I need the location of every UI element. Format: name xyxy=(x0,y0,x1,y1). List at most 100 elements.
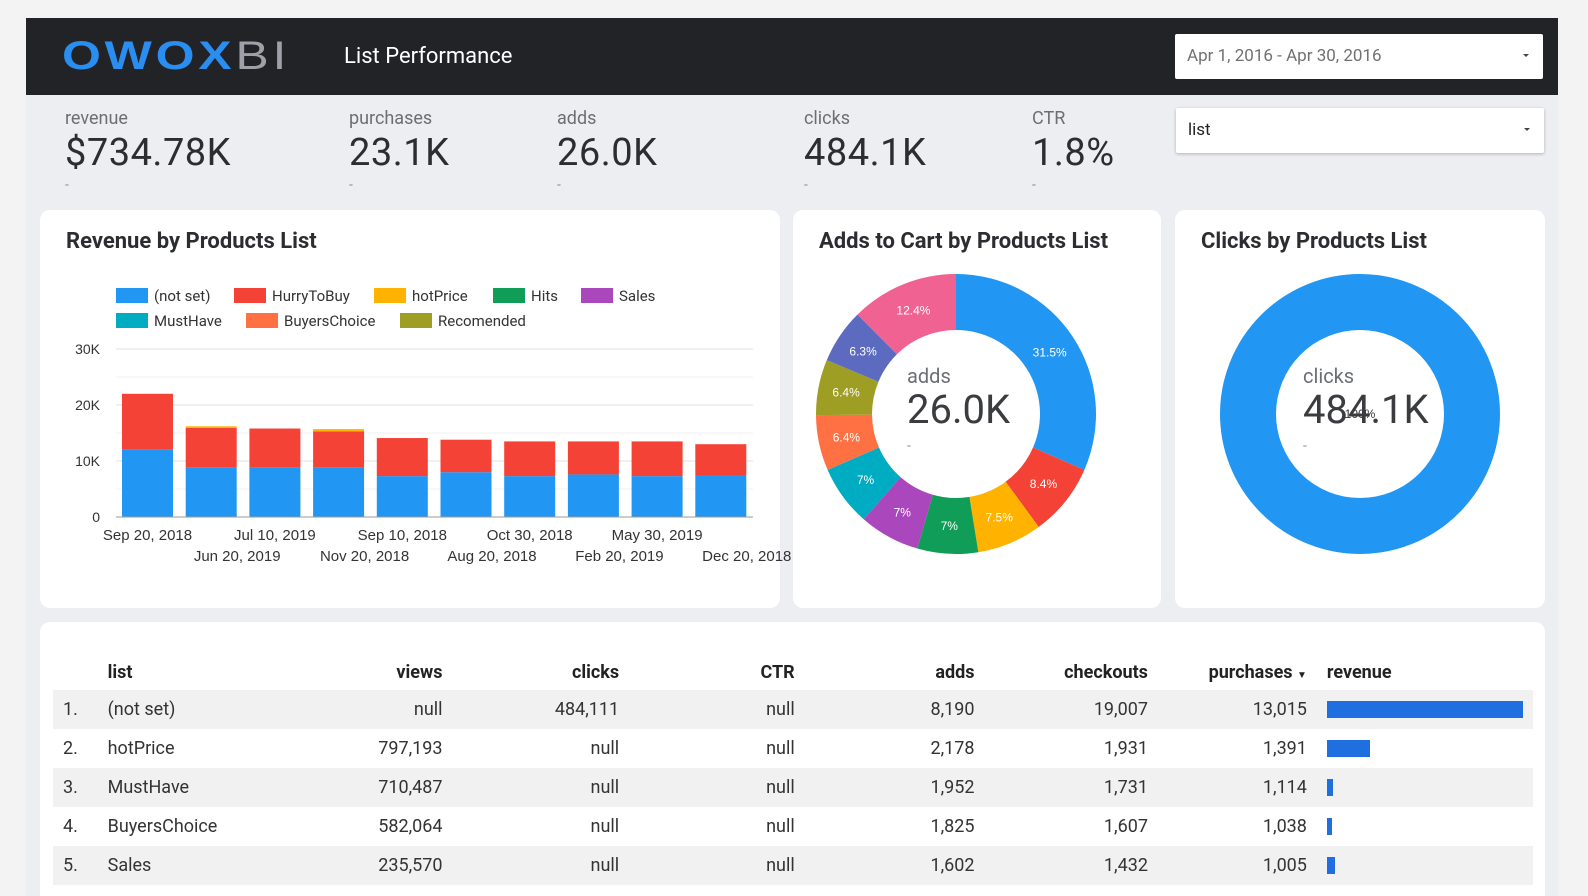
legend-item[interactable]: MustHave xyxy=(116,312,222,330)
bar-segment xyxy=(313,467,365,517)
legend-item[interactable]: Sales xyxy=(581,287,655,305)
adds-donut-chart: 31.5% 8.4% 7.5% 7% 7% 7% 6.4% 6.4% 6.3% 12.4% xyxy=(816,274,1096,554)
revenue-bar xyxy=(1326,701,1523,718)
page-title: List Performance xyxy=(344,44,513,69)
slice-label: 31.5% xyxy=(1033,346,1067,360)
revenue-bar xyxy=(1326,740,1371,757)
donut-slice xyxy=(816,414,879,470)
bar-segment xyxy=(567,474,619,517)
column-header-revenue[interactable]: revenue xyxy=(1326,661,1392,683)
bar-segment xyxy=(504,441,556,477)
list-table-card: list views clicks CTR adds checkouts pur… xyxy=(40,622,1545,896)
y-tick-label: 20K xyxy=(75,397,101,413)
column-header-adds[interactable]: adds xyxy=(935,661,975,683)
donut-slice xyxy=(1220,274,1500,554)
kpi-label: adds xyxy=(557,108,597,129)
bar-segment xyxy=(249,428,301,468)
bar-segment xyxy=(313,429,365,432)
revenue-bar xyxy=(1326,779,1333,796)
cell-adds: 1,825 xyxy=(930,816,975,837)
x-tick-label: Oct 30, 2018 xyxy=(487,527,573,544)
column-header-purchases[interactable]: purchases ▼ xyxy=(1208,661,1307,683)
cell-list: MustHave xyxy=(97,768,315,807)
kpi-adds: adds 26.0K - xyxy=(557,108,657,193)
cell-checkouts: 1,731 xyxy=(984,768,1158,807)
list-filter-select[interactable]: list xyxy=(1176,108,1544,153)
slice-label: 100% xyxy=(1345,407,1376,421)
y-tick-label: 0 xyxy=(92,509,100,525)
bar-segment xyxy=(313,431,365,468)
legend-swatch xyxy=(374,288,406,303)
cell-purchases: 1,005 xyxy=(1157,846,1317,885)
slice-label: 6.3% xyxy=(849,344,877,358)
table-row[interactable]: 5. Sales 235,570 null null 1,602 1,432 1,005 xyxy=(53,846,1533,885)
cell-views: 235,570 xyxy=(314,846,453,885)
table-row[interactable]: 3. MustHave 710,487 null null 1,952 1,731 1,114 xyxy=(53,768,1533,807)
legend-swatch xyxy=(234,288,266,303)
cell-revenue xyxy=(1316,846,1533,885)
cell-revenue xyxy=(1316,690,1533,729)
kpi-delta: - xyxy=(804,177,808,193)
bar-segment xyxy=(440,439,492,473)
kpi-value: $734.78K xyxy=(65,131,232,175)
row-index: 1. xyxy=(53,690,98,729)
donut-slice xyxy=(969,481,1039,553)
column-header-clicks[interactable]: clicks xyxy=(571,661,620,683)
date-range-select[interactable]: Apr 1, 2016 - Apr 30, 2016 xyxy=(1175,34,1543,79)
donut-slice xyxy=(827,447,901,520)
x-tick-label: Jul 10, 2019 xyxy=(234,527,316,544)
cell-revenue xyxy=(1317,729,1533,768)
column-header-views[interactable]: views xyxy=(396,661,443,683)
donut-center-delta: - xyxy=(1303,438,1307,454)
table-row[interactable]: 2. hotPrice 797,193 null null 2,178 1,931 1,391 xyxy=(53,729,1533,768)
slice-label: 7% xyxy=(941,519,959,533)
table-row[interactable]: 4. BuyersChoice 582,064 null null 1,825 1,607 1… xyxy=(53,807,1533,846)
slice-label: 7.5% xyxy=(986,510,1014,524)
sort-desc-icon: ▼ xyxy=(1297,669,1307,681)
cell-ctr: null xyxy=(766,738,795,759)
y-tick-label: 10K xyxy=(75,453,101,469)
cell-adds: 8,190 xyxy=(804,690,985,729)
legend-item[interactable]: (not set) xyxy=(116,287,210,305)
legend-swatch xyxy=(246,313,278,328)
bar-segment xyxy=(631,476,683,517)
cell-list: Sales xyxy=(97,846,315,885)
legend-item[interactable]: Recomended xyxy=(400,312,526,330)
donut-slice xyxy=(1005,447,1085,527)
cell-list: BuyersChoice xyxy=(107,816,218,837)
cell-adds: 2,178 xyxy=(930,738,975,759)
legend-item[interactable]: hotPrice xyxy=(374,287,468,305)
cell-views: 582,064 xyxy=(378,816,443,837)
table-row[interactable]: 1. (not set) null 484,111 null 8,190 19,007 13,… xyxy=(53,690,1533,729)
kpi-label: CTR xyxy=(1032,108,1066,129)
x-tick-label: Jun 20, 2019 xyxy=(194,548,281,565)
owox-logo: OWOXBI xyxy=(62,34,291,78)
cell-adds: 1,602 xyxy=(804,846,985,885)
legend-item[interactable]: Hits xyxy=(493,287,558,305)
legend-item[interactable]: BuyersChoice xyxy=(246,312,375,330)
cell-revenue xyxy=(1316,768,1533,807)
cell-adds: 1,952 xyxy=(804,768,985,807)
x-tick-label: Aug 20, 2018 xyxy=(447,548,536,565)
cell-purchases: 1,038 xyxy=(1262,816,1307,837)
bar-segment xyxy=(376,476,428,517)
clicks-chart-card: Clicks by Products List 100% clicks 484.… xyxy=(1175,210,1545,608)
legend-swatch xyxy=(116,313,148,328)
column-header-list[interactable]: list xyxy=(107,661,133,683)
clicks-donut-chart: 100% xyxy=(1220,274,1500,554)
column-header-checkouts[interactable]: checkouts xyxy=(1064,661,1148,683)
kpi-purchases: purchases 23.1K - xyxy=(349,108,449,193)
cell-list: hotPrice xyxy=(107,738,175,759)
row-index: 2. xyxy=(63,738,78,759)
kpi-value: 23.1K xyxy=(349,131,450,175)
y-tick-label: 30K xyxy=(75,341,101,357)
donut-slice xyxy=(816,360,879,416)
bar-segment xyxy=(249,467,301,517)
legend-swatch xyxy=(581,288,613,303)
legend-item[interactable]: HurryToBuy xyxy=(234,287,350,305)
kpi-delta: - xyxy=(557,177,561,193)
cell-clicks: null xyxy=(452,846,630,885)
column-header-ctr[interactable]: CTR xyxy=(760,661,795,683)
kpi-label: clicks xyxy=(804,108,851,129)
bar-segment xyxy=(695,475,747,517)
